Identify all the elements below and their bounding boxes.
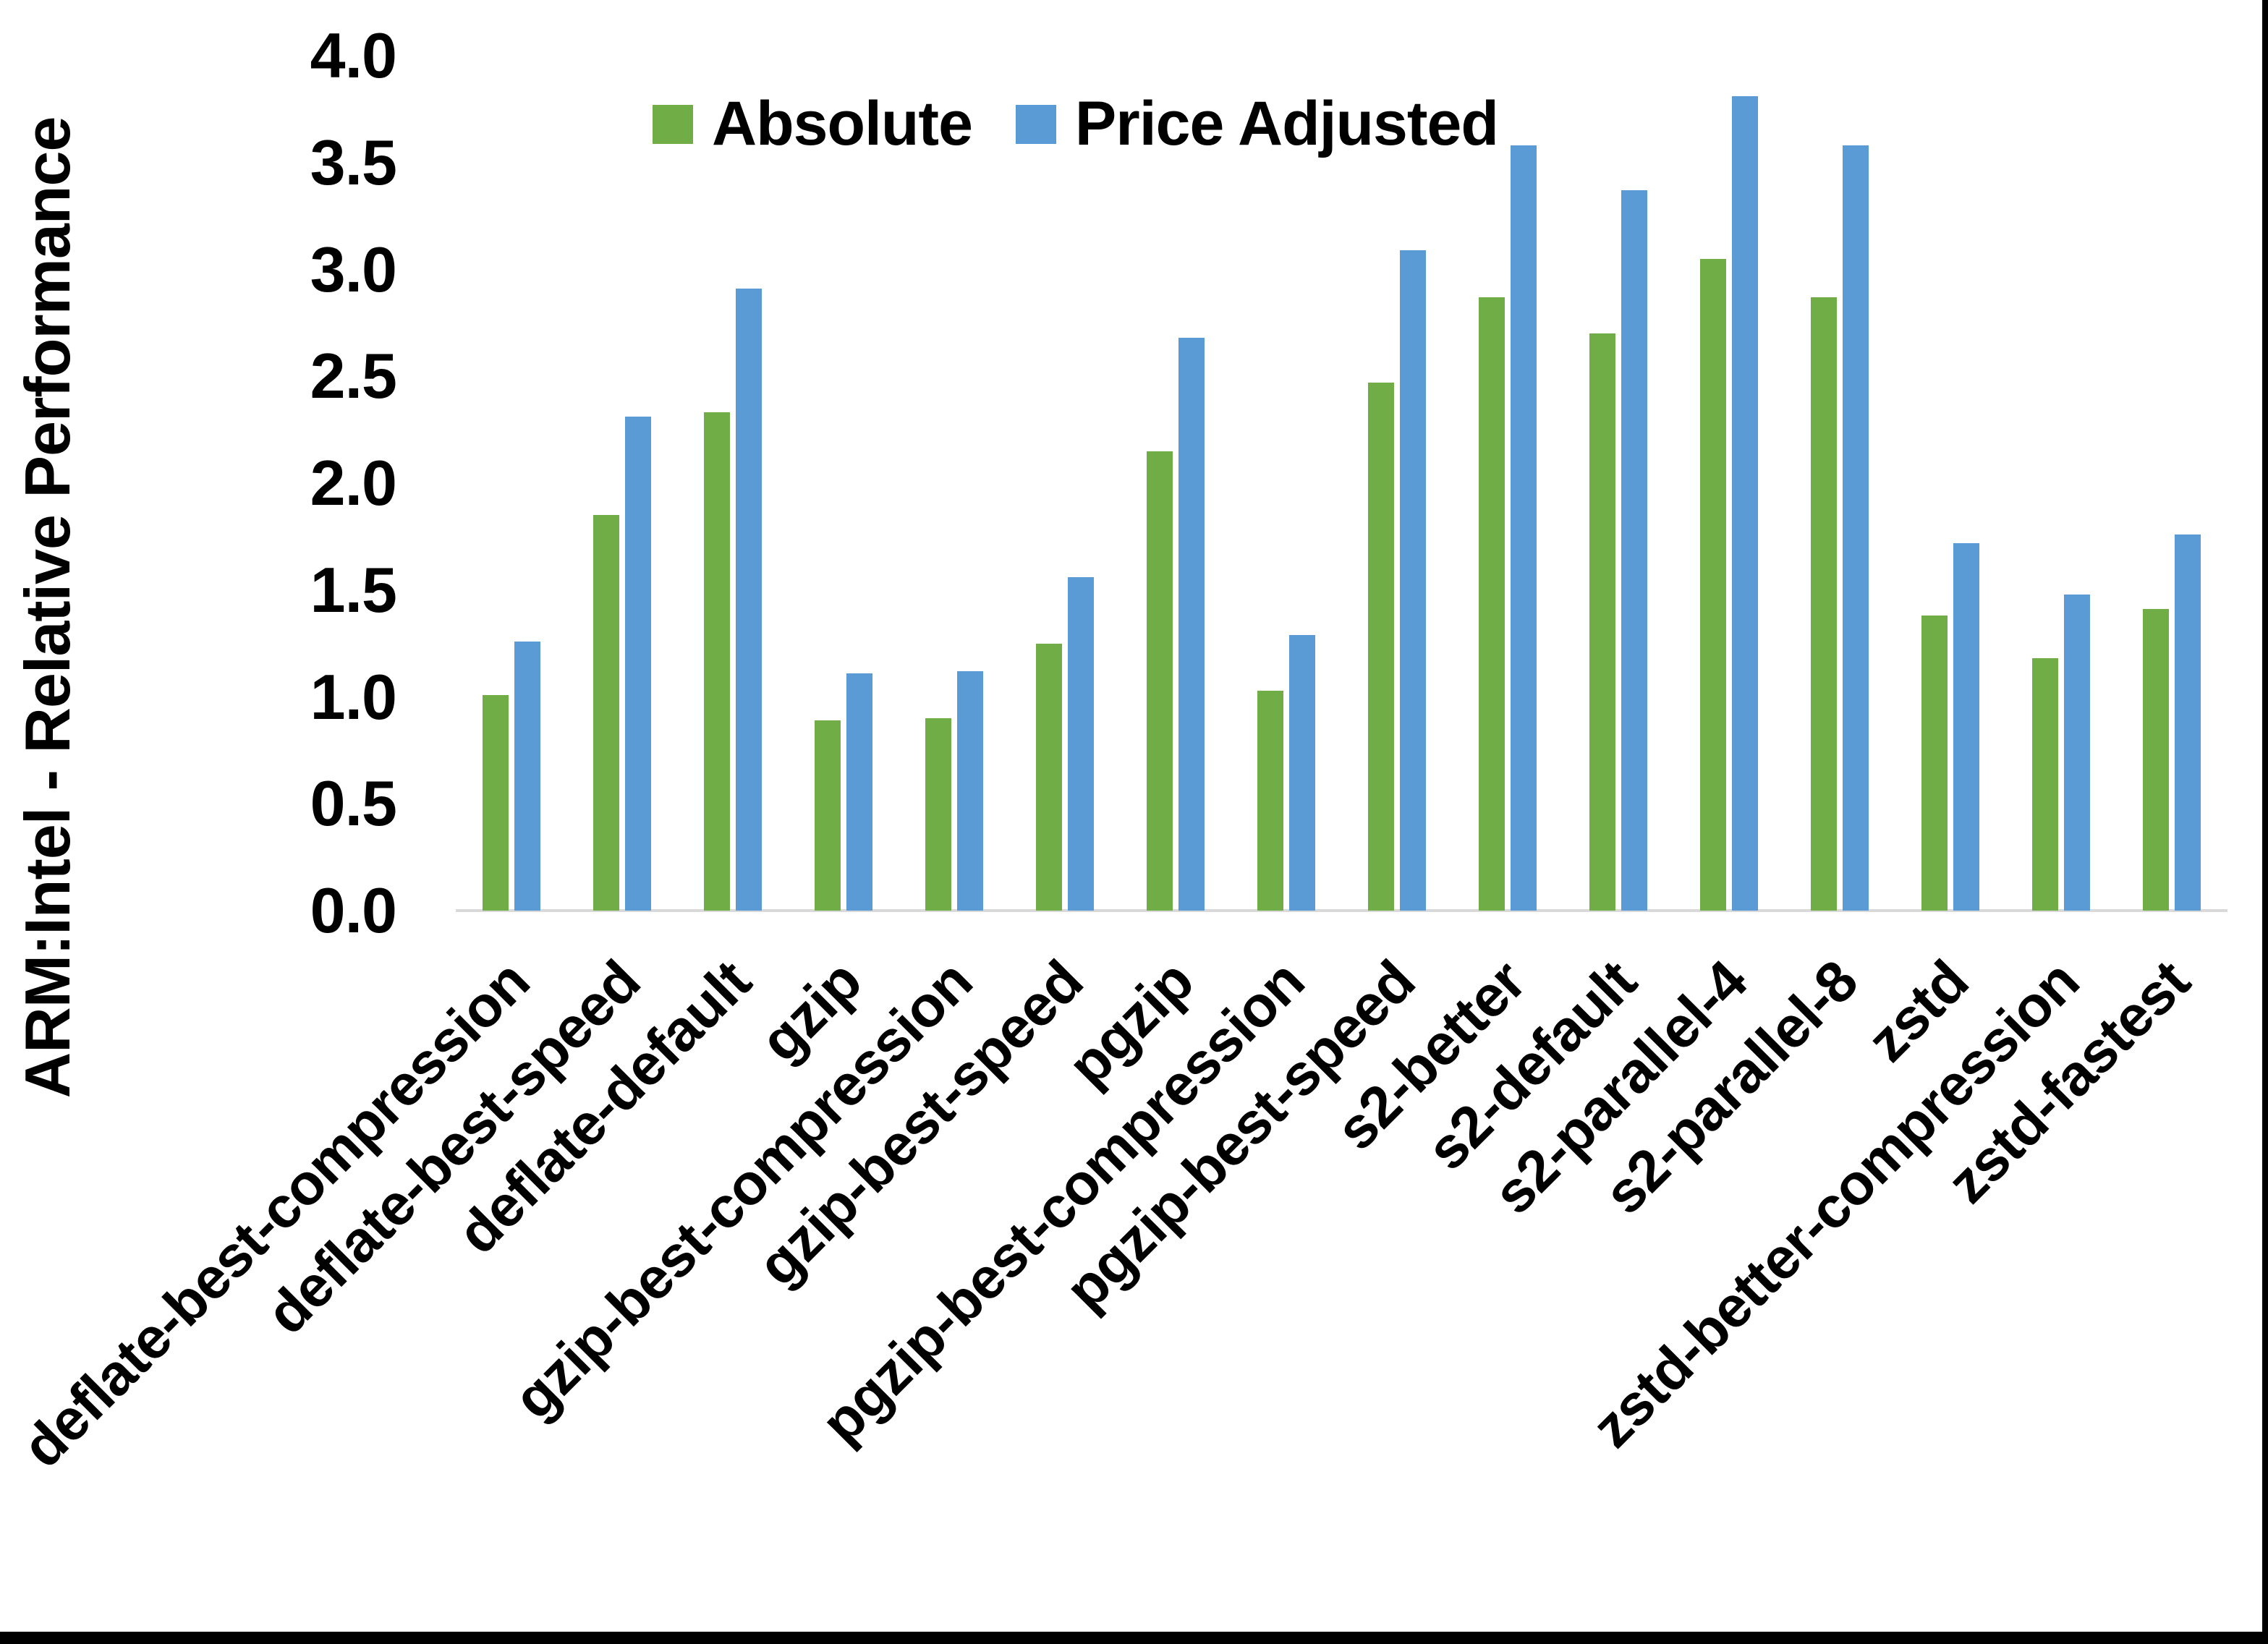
bar-absolute-gzip-best-speed: [1035, 643, 1062, 911]
bar-absolute-s2-parallel-4: [1700, 258, 1727, 911]
bar-price-adjusted-s2-default: [1621, 190, 1648, 911]
bar-absolute-zstd-fastest: [2143, 609, 2170, 911]
bar-absolute-s2-parallel-8: [1811, 297, 1838, 911]
y-tick-label-0.0: 0.0: [310, 874, 397, 946]
bar-price-adjusted-pgzip: [1178, 338, 1205, 911]
bar-absolute-pgzip-best-speed: [1368, 383, 1395, 911]
legend-swatch-absolute: [653, 104, 693, 144]
bar-price-adjusted-gzip-best-speed: [1067, 577, 1094, 911]
bar-price-adjusted-pgzip-best-compression: [1288, 634, 1315, 911]
bar-absolute-pgzip: [1146, 451, 1173, 911]
legend-label-price-adjusted: Price Adjusted: [1074, 89, 1499, 158]
bar-absolute-deflate-best-compression: [482, 694, 509, 911]
bar-absolute-gzip: [814, 720, 841, 911]
y-tick-label-3.0: 3.0: [310, 233, 397, 305]
bar-absolute-pgzip-best-compression: [1257, 690, 1283, 911]
y-tick-label-0.5: 0.5: [310, 767, 397, 840]
legend-label-absolute: Absolute: [712, 89, 973, 158]
y-tick-label-1.5: 1.5: [310, 553, 397, 626]
bar-absolute-s2-better: [1479, 297, 1505, 911]
x-axis-line: [456, 909, 2227, 912]
bar-price-adjusted-pgzip-best-speed: [1400, 250, 1427, 911]
y-tick-label-3.5: 3.5: [310, 126, 397, 198]
bar-price-adjusted-s2-parallel-8: [1843, 145, 1869, 911]
y-tick-label-4.0: 4.0: [310, 20, 397, 91]
y-tick-label-2.0: 2.0: [310, 447, 397, 519]
window-bottom-border: [0, 1632, 2268, 1644]
bar-price-adjusted-deflate-best-speed: [624, 417, 651, 911]
bar-price-adjusted-zstd-fastest: [2175, 534, 2201, 911]
bar-price-adjusted-deflate-default: [735, 289, 762, 911]
bar-price-adjusted-deflate-best-compression: [514, 641, 540, 911]
legend-item-price-adjusted: Price Adjusted: [1015, 88, 1499, 160]
legend: Absolute Price Adjusted: [653, 88, 1499, 160]
bar-price-adjusted-gzip-best-compression: [956, 671, 983, 911]
bar-absolute-zstd: [1921, 616, 1948, 911]
bar-absolute-zstd-better-compression: [2032, 658, 2059, 911]
window-right-border: [2262, 0, 2268, 1644]
bar-price-adjusted-gzip: [846, 673, 872, 911]
bar-absolute-gzip-best-compression: [925, 718, 951, 911]
bar-price-adjusted-zstd-better-compression: [2064, 594, 2091, 911]
legend-swatch-price-adjusted: [1015, 104, 1056, 144]
bar-absolute-deflate-best-speed: [593, 515, 619, 911]
bar-price-adjusted-s2-better: [1511, 145, 1537, 911]
legend-item-absolute: Absolute: [653, 88, 973, 160]
bar-absolute-deflate-default: [703, 412, 730, 911]
bar-price-adjusted-s2-parallel-4: [1732, 96, 1759, 911]
y-tick-label-2.5: 2.5: [310, 340, 397, 412]
y-tick-label-1.0: 1.0: [310, 660, 397, 733]
bar-absolute-s2-default: [1589, 333, 1616, 911]
bar-price-adjusted-zstd: [1953, 542, 1980, 911]
